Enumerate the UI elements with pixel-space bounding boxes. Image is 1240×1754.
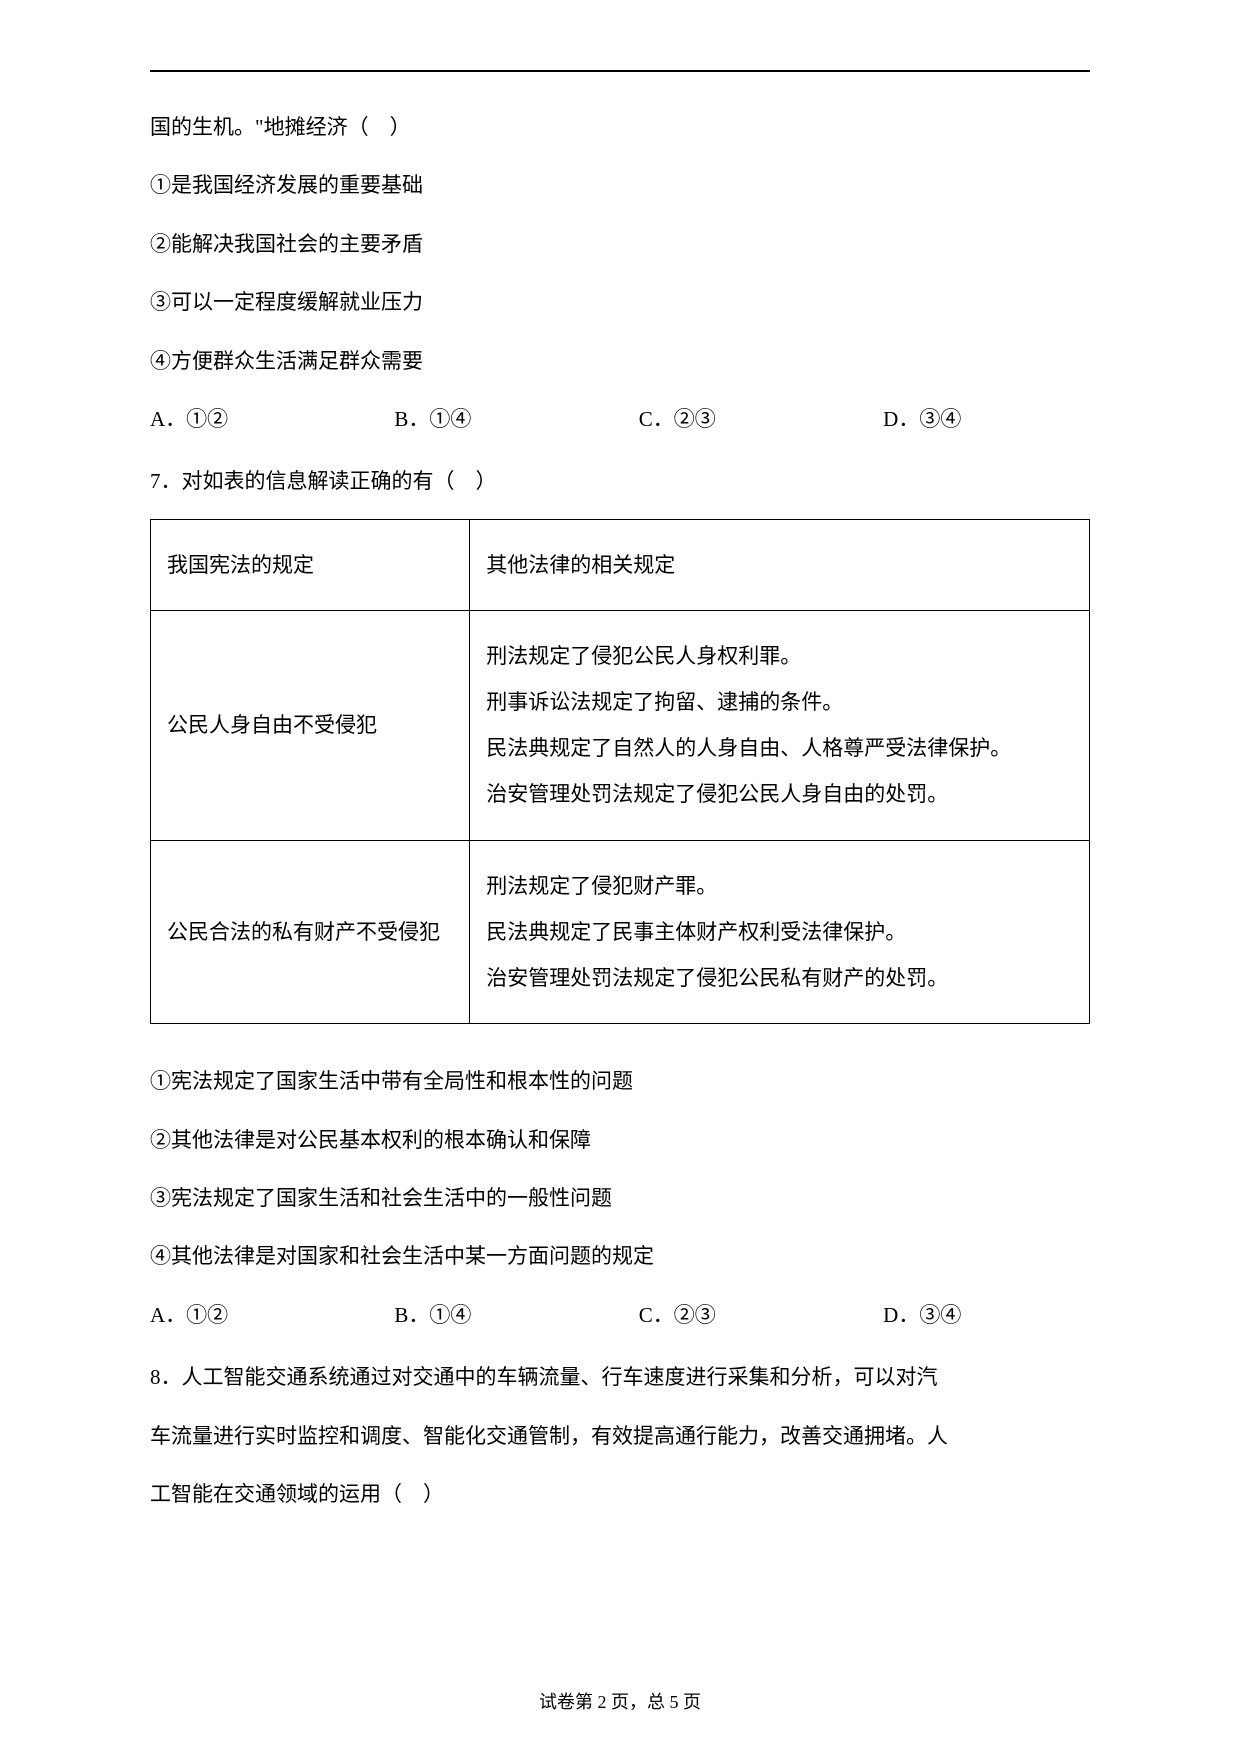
q7-r2l3: 治安管理处罚法规定了侵犯公民私有财产的处罚。 — [486, 955, 1073, 1001]
table-row: 公民人身自由不受侵犯 刑法规定了侵犯公民人身权利罪。 刑事诉讼法规定了拘留、逮捕… — [151, 610, 1090, 840]
q7-th2: 其他法律的相关规定 — [470, 519, 1090, 610]
q6-s2: ②能解决我国社会的主要矛盾 — [150, 219, 1090, 269]
q7-th1: 我国宪法的规定 — [151, 519, 470, 610]
q7-opt-b: B．①④ — [394, 1290, 638, 1340]
q7-r2c1: 公民合法的私有财产不受侵犯 — [151, 840, 470, 1024]
top-rule — [150, 70, 1090, 72]
q7-r2l1: 刑法规定了侵犯财产罪。 — [486, 863, 1073, 909]
table-row: 公民合法的私有财产不受侵犯 刑法规定了侵犯财产罪。 民法典规定了民事主体财产权利… — [151, 840, 1090, 1024]
q6-opt-a: A．①② — [150, 394, 394, 444]
q7-r2l2: 民法典规定了民事主体财产权利受法律保护。 — [486, 909, 1073, 955]
q7-r1c1: 公民人身自由不受侵犯 — [151, 610, 470, 840]
q7-stem: 7．对如表的信息解读正确的有（ ） — [150, 456, 1090, 506]
q6-opt-d: D．③④ — [883, 394, 1090, 444]
q7-opt-a: A．①② — [150, 1290, 394, 1340]
q7-s1: ①宪法规定了国家生活中带有全局性和根本性的问题 — [150, 1056, 1090, 1106]
q6-options: A．①② B．①④ C．②③ D．③④ — [150, 394, 1090, 444]
q7-r1l4: 治安管理处罚法规定了侵犯公民人身自由的处罚。 — [486, 771, 1073, 817]
q8-l2: 车流量进行实时监控和调度、智能化交通管制，有效提高通行能力，改善交通拥堵。人 — [150, 1411, 1090, 1461]
q6-tail: 国的生机。"地摊经济（ ） — [150, 102, 1090, 152]
q7-s2: ②其他法律是对公民基本权利的根本确认和保障 — [150, 1115, 1090, 1165]
q7-r1l1: 刑法规定了侵犯公民人身权利罪。 — [486, 633, 1073, 679]
q7-r1c2: 刑法规定了侵犯公民人身权利罪。 刑事诉讼法规定了拘留、逮捕的条件。 民法典规定了… — [470, 610, 1090, 840]
q8-l1: 8．人工智能交通系统通过对交通中的车辆流量、行车速度进行采集和分析，可以对汽 — [150, 1352, 1090, 1402]
q6-opt-c: C．②③ — [639, 394, 883, 444]
q6-s1: ①是我国经济发展的重要基础 — [150, 160, 1090, 210]
page-footer: 试卷第 2 页，总 5 页 — [0, 1688, 1240, 1714]
q6-s4: ④方便群众生活满足群众需要 — [150, 336, 1090, 386]
q7-s4: ④其他法律是对国家和社会生活中某一方面问题的规定 — [150, 1231, 1090, 1281]
q7-options: A．①② B．①④ C．②③ D．③④ — [150, 1290, 1090, 1340]
q7-opt-c: C．②③ — [639, 1290, 883, 1340]
q8-l3: 工智能在交通领域的运用（ ） — [150, 1469, 1090, 1519]
q6-s3: ③可以一定程度缓解就业压力 — [150, 277, 1090, 327]
table-row: 我国宪法的规定 其他法律的相关规定 — [151, 519, 1090, 610]
q7-s3: ③宪法规定了国家生活和社会生活中的一般性问题 — [150, 1173, 1090, 1223]
q7-r2c2: 刑法规定了侵犯财产罪。 民法典规定了民事主体财产权利受法律保护。 治安管理处罚法… — [470, 840, 1090, 1024]
q7-table: 我国宪法的规定 其他法律的相关规定 公民人身自由不受侵犯 刑法规定了侵犯公民人身… — [150, 519, 1090, 1025]
q7-r1l3: 民法典规定了自然人的人身自由、人格尊严受法律保护。 — [486, 725, 1073, 771]
q7-r1l2: 刑事诉讼法规定了拘留、逮捕的条件。 — [486, 679, 1073, 725]
q7-opt-d: D．③④ — [883, 1290, 1090, 1340]
q6-opt-b: B．①④ — [394, 394, 638, 444]
